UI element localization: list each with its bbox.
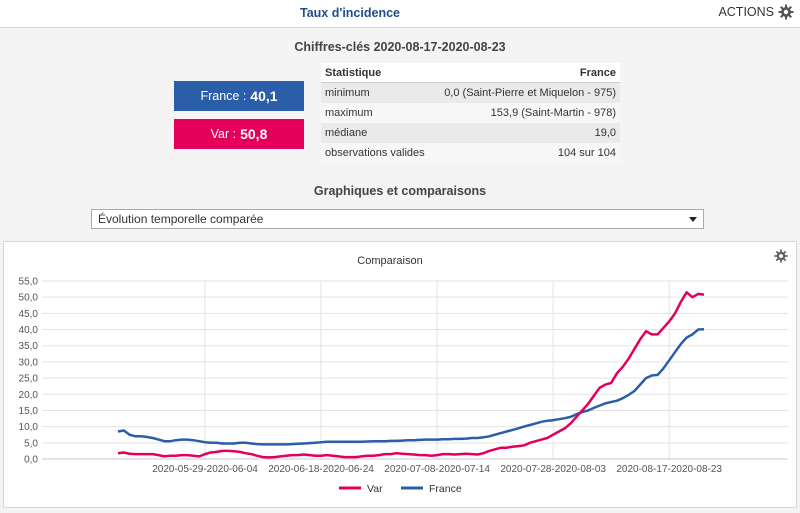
table-cell: 104 sur 104: [432, 142, 620, 163]
page-title: Taux d'incidence: [300, 6, 400, 20]
y-tick-label: 25,0: [19, 374, 39, 385]
y-tick-label: 30,0: [19, 357, 39, 368]
header-bar: Taux d'incidence ACTIONS: [0, 0, 800, 28]
chart-type-select-value: Évolution temporelle comparée: [98, 212, 264, 226]
chart-type-select[interactable]: Évolution temporelle comparée: [91, 209, 704, 229]
y-tick-label: 10,0: [19, 422, 39, 433]
actions-button[interactable]: ACTIONS: [718, 4, 794, 20]
kpi-france: France : 40,1: [174, 81, 304, 111]
y-tick-label: 40,0: [19, 325, 39, 336]
table-cell: minimum: [321, 82, 433, 103]
table-cell: 153,9 (Saint-Martin - 978): [432, 102, 620, 123]
table-row: minimum 0,0 (Saint-Pierre et Miquelon - …: [321, 82, 620, 103]
table-header-row: Statistique France: [321, 63, 620, 83]
table-row: maximum 153,9 (Saint-Martin - 978): [321, 102, 620, 123]
key-figures-title: Chiffres-clés 2020-08-17-2020-08-23: [294, 40, 506, 54]
table-cell: médiane: [321, 122, 433, 143]
kpi-var: Var : 50,8: [174, 119, 304, 149]
y-tick-label: 35,0: [19, 341, 39, 352]
table-row: observations valides 104 sur 104: [321, 142, 620, 163]
chart-gear-icon[interactable]: [774, 249, 788, 263]
gear-icon: [778, 4, 794, 20]
y-tick-label: 5,0: [24, 438, 38, 449]
legend-label-var: Var: [367, 483, 383, 495]
chart-title: Comparaison: [357, 255, 422, 267]
table-cell: 19,0: [432, 122, 620, 143]
comparison-chart: Comparaison 0,0 5,0 10,0 15,0 20,0 25,0 30,0 35,…: [19, 255, 788, 495]
stats-table: Statistique France minimum 0,0 (Saint-Pi…: [321, 63, 620, 163]
table-cell: observations valides: [321, 142, 433, 163]
x-tick-label: 2020-05-29-2020-06-04: [152, 464, 258, 475]
actions-label: ACTIONS: [718, 5, 774, 19]
chart-panel: Comparaison 0,0 5,0 10,0 15,0 20,0 25,0 30,0 35,…: [3, 241, 797, 508]
column-header-france: France: [432, 63, 620, 83]
table-cell: maximum: [321, 102, 433, 123]
series-line-france: [117, 327, 705, 446]
table-cell: 0,0 (Saint-Pierre et Miquelon - 975): [432, 82, 620, 103]
y-tick-label: 50,0: [19, 293, 39, 304]
table-row: médiane 19,0: [321, 122, 620, 143]
x-tick-label: 2020-06-18-2020-06-24: [268, 464, 374, 475]
y-tick-label: 20,0: [19, 390, 39, 401]
kpi-france-value: 40,1: [250, 88, 278, 104]
kpi-var-value: 50,8: [240, 126, 268, 142]
legend-label-france: France: [429, 483, 462, 495]
x-tick-label: 2020-07-08-2020-07-14: [384, 464, 490, 475]
series-line-var: [117, 291, 705, 459]
x-tick-label: 2020-08-17-2020-08-23: [616, 464, 722, 475]
graphs-title: Graphiques et comparaisons: [313, 184, 487, 198]
column-header-statistic: Statistique: [321, 63, 433, 83]
y-tick-label: 0,0: [24, 455, 38, 466]
y-tick-label: 15,0: [19, 406, 39, 417]
chevron-down-icon: [689, 217, 697, 222]
y-tick-label: 55,0: [19, 277, 39, 288]
x-tick-label: 2020-07-28-2020-08-03: [500, 464, 606, 475]
y-tick-label: 45,0: [19, 309, 39, 320]
kpi-var-label: Var :: [210, 127, 237, 141]
kpi-france-label: France :: [200, 89, 247, 103]
